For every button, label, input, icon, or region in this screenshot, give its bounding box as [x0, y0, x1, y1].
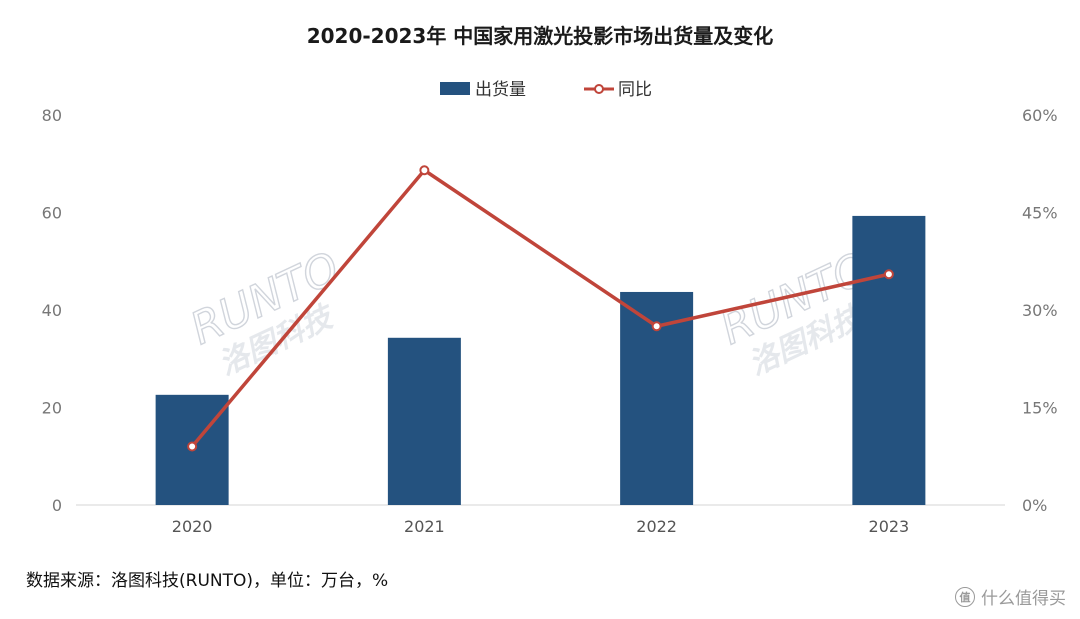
- y-axis-right: 0% 15% 30% 45% 60%: [1022, 106, 1058, 515]
- y-left-tick-label: 80: [42, 106, 62, 125]
- x-tick-label: 2022: [636, 517, 677, 536]
- watermark-left: RUNTO 洛图科技: [182, 242, 347, 383]
- y-axis-left: 0 20 40 60 80: [42, 106, 62, 515]
- y-right-tick-label: 30%: [1022, 301, 1058, 320]
- x-axis: 2020 2021 2022 2023: [172, 517, 909, 536]
- y-right-tick-label: 60%: [1022, 106, 1058, 125]
- brand-text: 什么值得买: [981, 589, 1066, 609]
- x-tick-label: 2023: [869, 517, 910, 536]
- line-point: [883, 269, 894, 280]
- brand-badge-icon: 值: [955, 586, 975, 607]
- y-right-tick-label: 15%: [1022, 399, 1058, 418]
- y-left-tick-label: 0: [52, 496, 62, 515]
- bar: [852, 215, 926, 505]
- chart-title: 2020-2023年 中国家用激光投影市场出货量及变化: [307, 24, 774, 48]
- legend-bar-label: 出货量: [475, 80, 526, 100]
- y-left-tick-label: 60: [42, 204, 62, 223]
- line-point: [419, 165, 430, 176]
- series-line: [190, 168, 890, 448]
- y-right-tick-label: 45%: [1022, 204, 1058, 223]
- legend-bar-swatch: [440, 82, 470, 95]
- line-point: [187, 441, 198, 452]
- legend-line-marker: [594, 84, 604, 94]
- legend-line-label: 同比: [618, 80, 652, 100]
- bar: [387, 337, 461, 505]
- source-note: 数据来源：洛图科技(RUNTO)，单位：万台，%: [26, 571, 389, 591]
- line-point: [651, 321, 662, 332]
- site-brand: 值 什么值得买: [955, 584, 1066, 609]
- legend: 出货量 同比: [440, 80, 652, 100]
- y-left-tick-label: 40: [42, 301, 62, 320]
- y-right-tick-label: 0%: [1022, 496, 1047, 515]
- x-tick-label: 2021: [404, 517, 445, 536]
- line-series: [187, 165, 894, 452]
- watermark-layer: RUNTO 洛图科技 RUNTO 洛图科技: [182, 242, 877, 383]
- y-left-tick-label: 20: [42, 399, 62, 418]
- bar-series: [155, 215, 926, 505]
- x-tick-label: 2020: [172, 517, 213, 536]
